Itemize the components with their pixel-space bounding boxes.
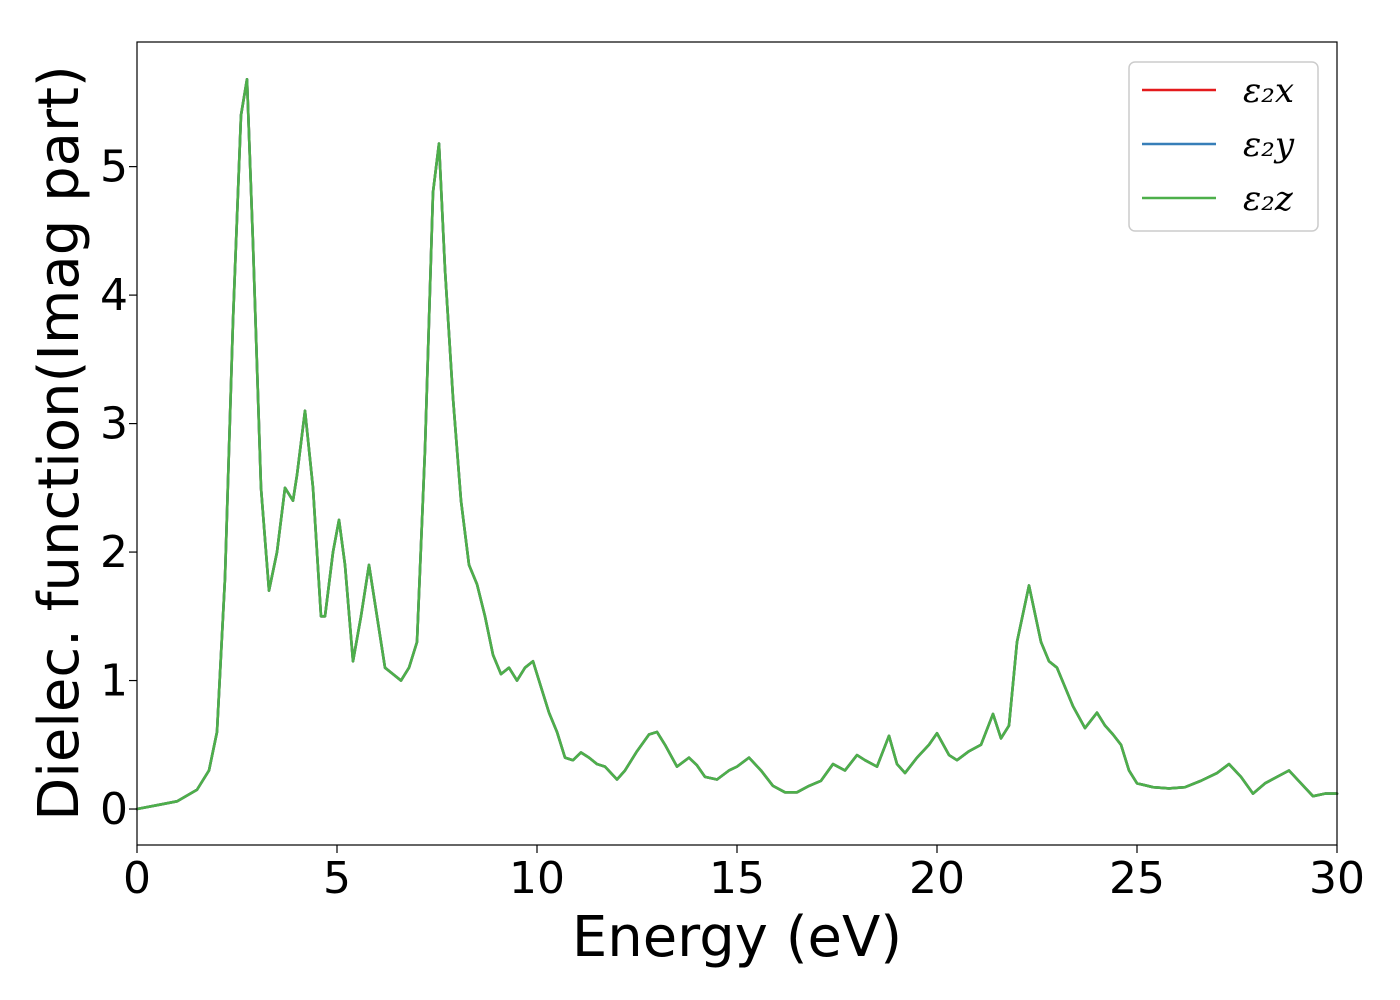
legend-label-2: ε₂y xyxy=(1243,125,1295,165)
y-tick-label: 1 xyxy=(100,656,128,707)
x-tick-label: 15 xyxy=(709,853,765,904)
x-axis-ticks: 0 5 10 15 20 25 30 xyxy=(123,845,1365,904)
legend-box xyxy=(1128,61,1319,232)
series-line-3 xyxy=(135,77,1339,811)
x-axis-title: Energy (eV) xyxy=(572,905,902,970)
x-tick-label: 5 xyxy=(323,853,351,904)
y-tick-label: 2 xyxy=(100,527,128,578)
legend: ε₂x ε₂y ε₂z xyxy=(1128,61,1319,232)
legend-label-3: ε₂z xyxy=(1243,179,1294,219)
y-tick-label: 0 xyxy=(100,784,128,835)
y-tick-label: 4 xyxy=(100,270,128,321)
y-tick-label: 5 xyxy=(100,142,128,193)
x-tick-label: 30 xyxy=(1309,853,1365,904)
y-axis-ticks: 0 1 2 3 4 5 xyxy=(100,142,137,835)
series-layer xyxy=(135,77,1339,811)
x-tick-label: 20 xyxy=(909,853,965,904)
legend-label-1: ε₂x xyxy=(1243,71,1294,111)
x-tick-label: 0 xyxy=(123,853,151,904)
y-axis-title: Dielec. function(Imag part) xyxy=(27,65,92,821)
y-tick-label: 3 xyxy=(100,399,128,450)
x-tick-label: 10 xyxy=(509,853,565,904)
x-tick-label: 25 xyxy=(1109,853,1165,904)
